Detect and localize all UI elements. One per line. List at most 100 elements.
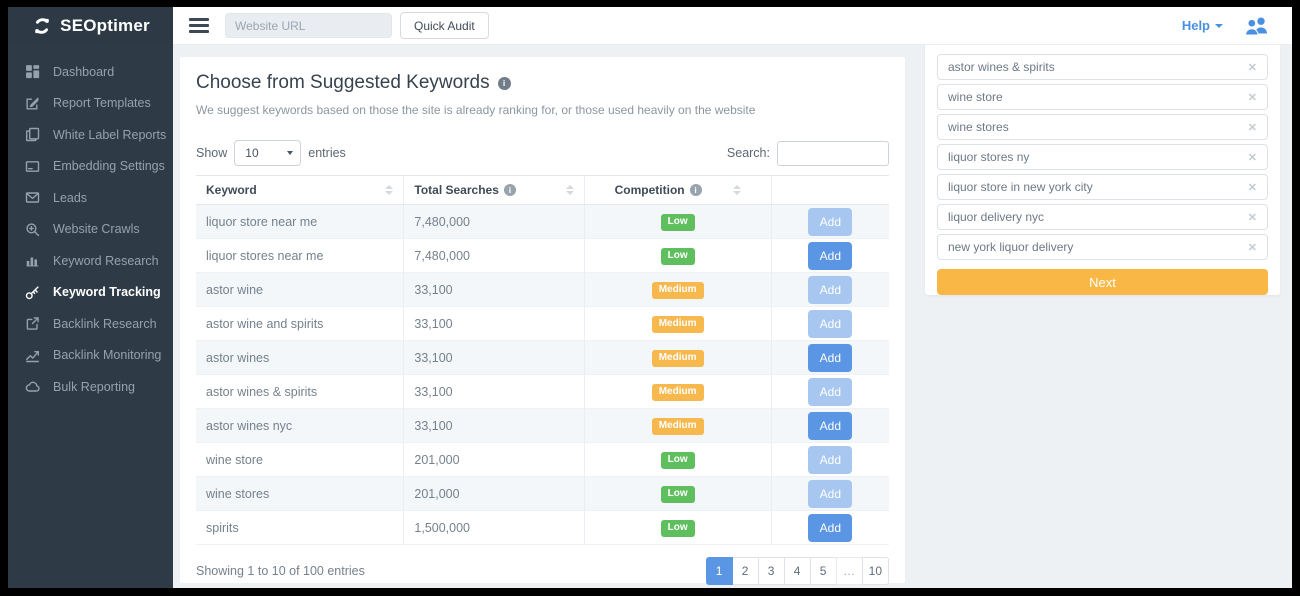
selected-keyword-label: liquor store in new york city: [948, 180, 1093, 194]
quick-audit-button[interactable]: Quick Audit: [400, 12, 489, 39]
pagination-page-2[interactable]: 2: [731, 557, 759, 585]
sidebar-item-keyword-research[interactable]: Keyword Research: [8, 245, 173, 277]
page-title: Choose from Suggested Keywords: [196, 72, 889, 94]
total-searches-cell: 33,100: [403, 306, 585, 341]
keyword-cell: wine store: [196, 442, 404, 477]
sidebar-item-report-templates[interactable]: Report Templates: [8, 88, 173, 120]
total-searches-cell: 33,100: [403, 340, 585, 375]
sort-icon[interactable]: [565, 184, 574, 196]
competition-cell: Low: [583, 476, 772, 511]
column-header-label: Competition: [614, 183, 685, 197]
competition-cell: Medium: [583, 340, 772, 375]
competition-cell: Medium: [583, 408, 772, 443]
logo[interactable]: SEOptimer: [8, 7, 173, 45]
remove-keyword-icon[interactable]: ✕: [1247, 181, 1257, 194]
add-button[interactable]: Add: [808, 479, 853, 508]
sidebar-item-website-crawls[interactable]: Website Crawls: [8, 214, 173, 246]
sidebar-item-white-label-reports[interactable]: White Label Reports: [8, 119, 173, 151]
total-searches-cell: 33,100: [403, 408, 585, 443]
pagination-page-1[interactable]: 1: [705, 557, 733, 585]
help-menu[interactable]: Help: [1182, 18, 1223, 33]
search-input[interactable]: [777, 140, 889, 166]
add-button[interactable]: Add: [808, 207, 853, 236]
table-controls: Show 10 entries Search:: [196, 140, 889, 166]
sidebar-item-bulk-reporting[interactable]: Bulk Reporting: [8, 371, 173, 403]
add-button[interactable]: Add: [808, 275, 853, 304]
pagination-page-4[interactable]: 4: [783, 557, 811, 585]
competition-badge: Medium: [651, 417, 704, 435]
backlink-monitoring-icon: [25, 348, 40, 363]
pagination-page-3[interactable]: 3: [757, 557, 785, 585]
page-size-select[interactable]: 10: [234, 140, 302, 166]
sidebar-item-leads[interactable]: Leads: [8, 182, 173, 214]
column-header-actions: [770, 175, 889, 205]
remove-keyword-icon[interactable]: ✕: [1247, 241, 1257, 254]
add-button[interactable]: Add: [808, 309, 853, 338]
website-crawls-icon: [25, 222, 40, 237]
competition-cell: Low: [583, 204, 772, 239]
white-label-reports-icon: [25, 127, 40, 142]
add-button[interactable]: Add: [808, 513, 853, 542]
add-button[interactable]: Add: [808, 241, 853, 270]
chevron-down-icon: [1215, 23, 1223, 28]
pagination-ellipsis: …: [835, 557, 863, 585]
sidebar-item-backlink-monitoring[interactable]: Backlink Monitoring: [8, 340, 173, 372]
sidebar-item-label: Backlink Monitoring: [53, 348, 162, 363]
sidebar-item-embedding-settings[interactable]: Embedding Settings: [8, 151, 173, 183]
pagination-page-10[interactable]: 10: [861, 557, 889, 585]
info-icon[interactable]: [503, 184, 516, 196]
competition-badge: Low: [660, 451, 695, 469]
suggested-keywords-card: Choose from Suggested Keywords We sugges…: [180, 57, 905, 585]
remove-keyword-icon[interactable]: ✕: [1247, 91, 1257, 104]
action-cell: Add: [770, 476, 889, 511]
sidebar-item-label: Report Templates: [53, 96, 151, 111]
table-row: astor wine 33,100 Medium Add: [196, 272, 889, 307]
sidebar-item-backlink-research[interactable]: Backlink Research: [8, 308, 173, 340]
add-button[interactable]: Add: [808, 445, 853, 474]
sidebar-item-label: Embedding Settings: [53, 159, 165, 174]
column-header-label: Keyword: [206, 183, 257, 197]
remove-keyword-icon[interactable]: ✕: [1247, 121, 1257, 134]
next-button[interactable]: Next: [937, 269, 1268, 295]
table-row: astor wines 33,100 Medium Add: [196, 340, 889, 375]
total-searches-cell: 7,480,000: [403, 238, 585, 273]
action-cell: Add: [770, 238, 889, 273]
sidebar-item-label: Leads: [53, 190, 88, 205]
total-searches-cell: 33,100: [403, 374, 585, 409]
keywords-table: Keyword Total Searches Competition liquor …: [196, 175, 889, 545]
table-row: liquor store near me 7,480,000 Low Add: [196, 204, 889, 239]
keyword-cell: spirits: [196, 510, 404, 545]
remove-keyword-icon[interactable]: ✕: [1247, 151, 1257, 164]
pagination-page-5[interactable]: 5: [809, 557, 837, 585]
help-label: Help: [1181, 18, 1210, 33]
column-header: Keyword: [196, 175, 404, 205]
keyword-cell: astor wine and spirits: [196, 306, 404, 341]
website-url-input[interactable]: [225, 13, 392, 38]
remove-keyword-icon[interactable]: ✕: [1247, 61, 1257, 74]
sidebar-item-dashboard[interactable]: Dashboard: [8, 56, 173, 88]
table-row: astor wine and spirits 33,100 Medium Add: [196, 306, 889, 341]
users-icon[interactable]: [1243, 15, 1270, 36]
seoptimer-gear-icon: [31, 15, 53, 37]
search-label: Search:: [726, 146, 770, 160]
info-icon[interactable]: [497, 76, 511, 90]
sort-icon[interactable]: [732, 184, 741, 196]
add-button[interactable]: Add: [808, 377, 853, 406]
sidebar-item-label: Bulk Reporting: [53, 379, 135, 394]
sort-icon[interactable]: [385, 184, 394, 196]
hamburger-menu-icon[interactable]: [189, 15, 209, 37]
info-icon[interactable]: [689, 184, 702, 196]
remove-keyword-icon[interactable]: ✕: [1247, 211, 1257, 224]
action-cell: Add: [770, 306, 889, 341]
add-button[interactable]: Add: [808, 411, 853, 440]
leads-icon: [25, 190, 40, 205]
table-row: astor wines nyc 33,100 Medium Add: [196, 408, 889, 443]
competition-cell: Low: [583, 510, 772, 545]
table-row: wine store 201,000 Low Add: [196, 442, 889, 477]
page-subtitle: We suggest keywords based on those the s…: [196, 103, 756, 117]
total-searches-cell: 201,000: [403, 476, 585, 511]
competition-badge: Medium: [651, 315, 704, 333]
total-searches-cell: 201,000: [403, 442, 585, 477]
sidebar-item-keyword-tracking[interactable]: Keyword Tracking: [8, 277, 173, 309]
add-button[interactable]: Add: [808, 343, 853, 372]
